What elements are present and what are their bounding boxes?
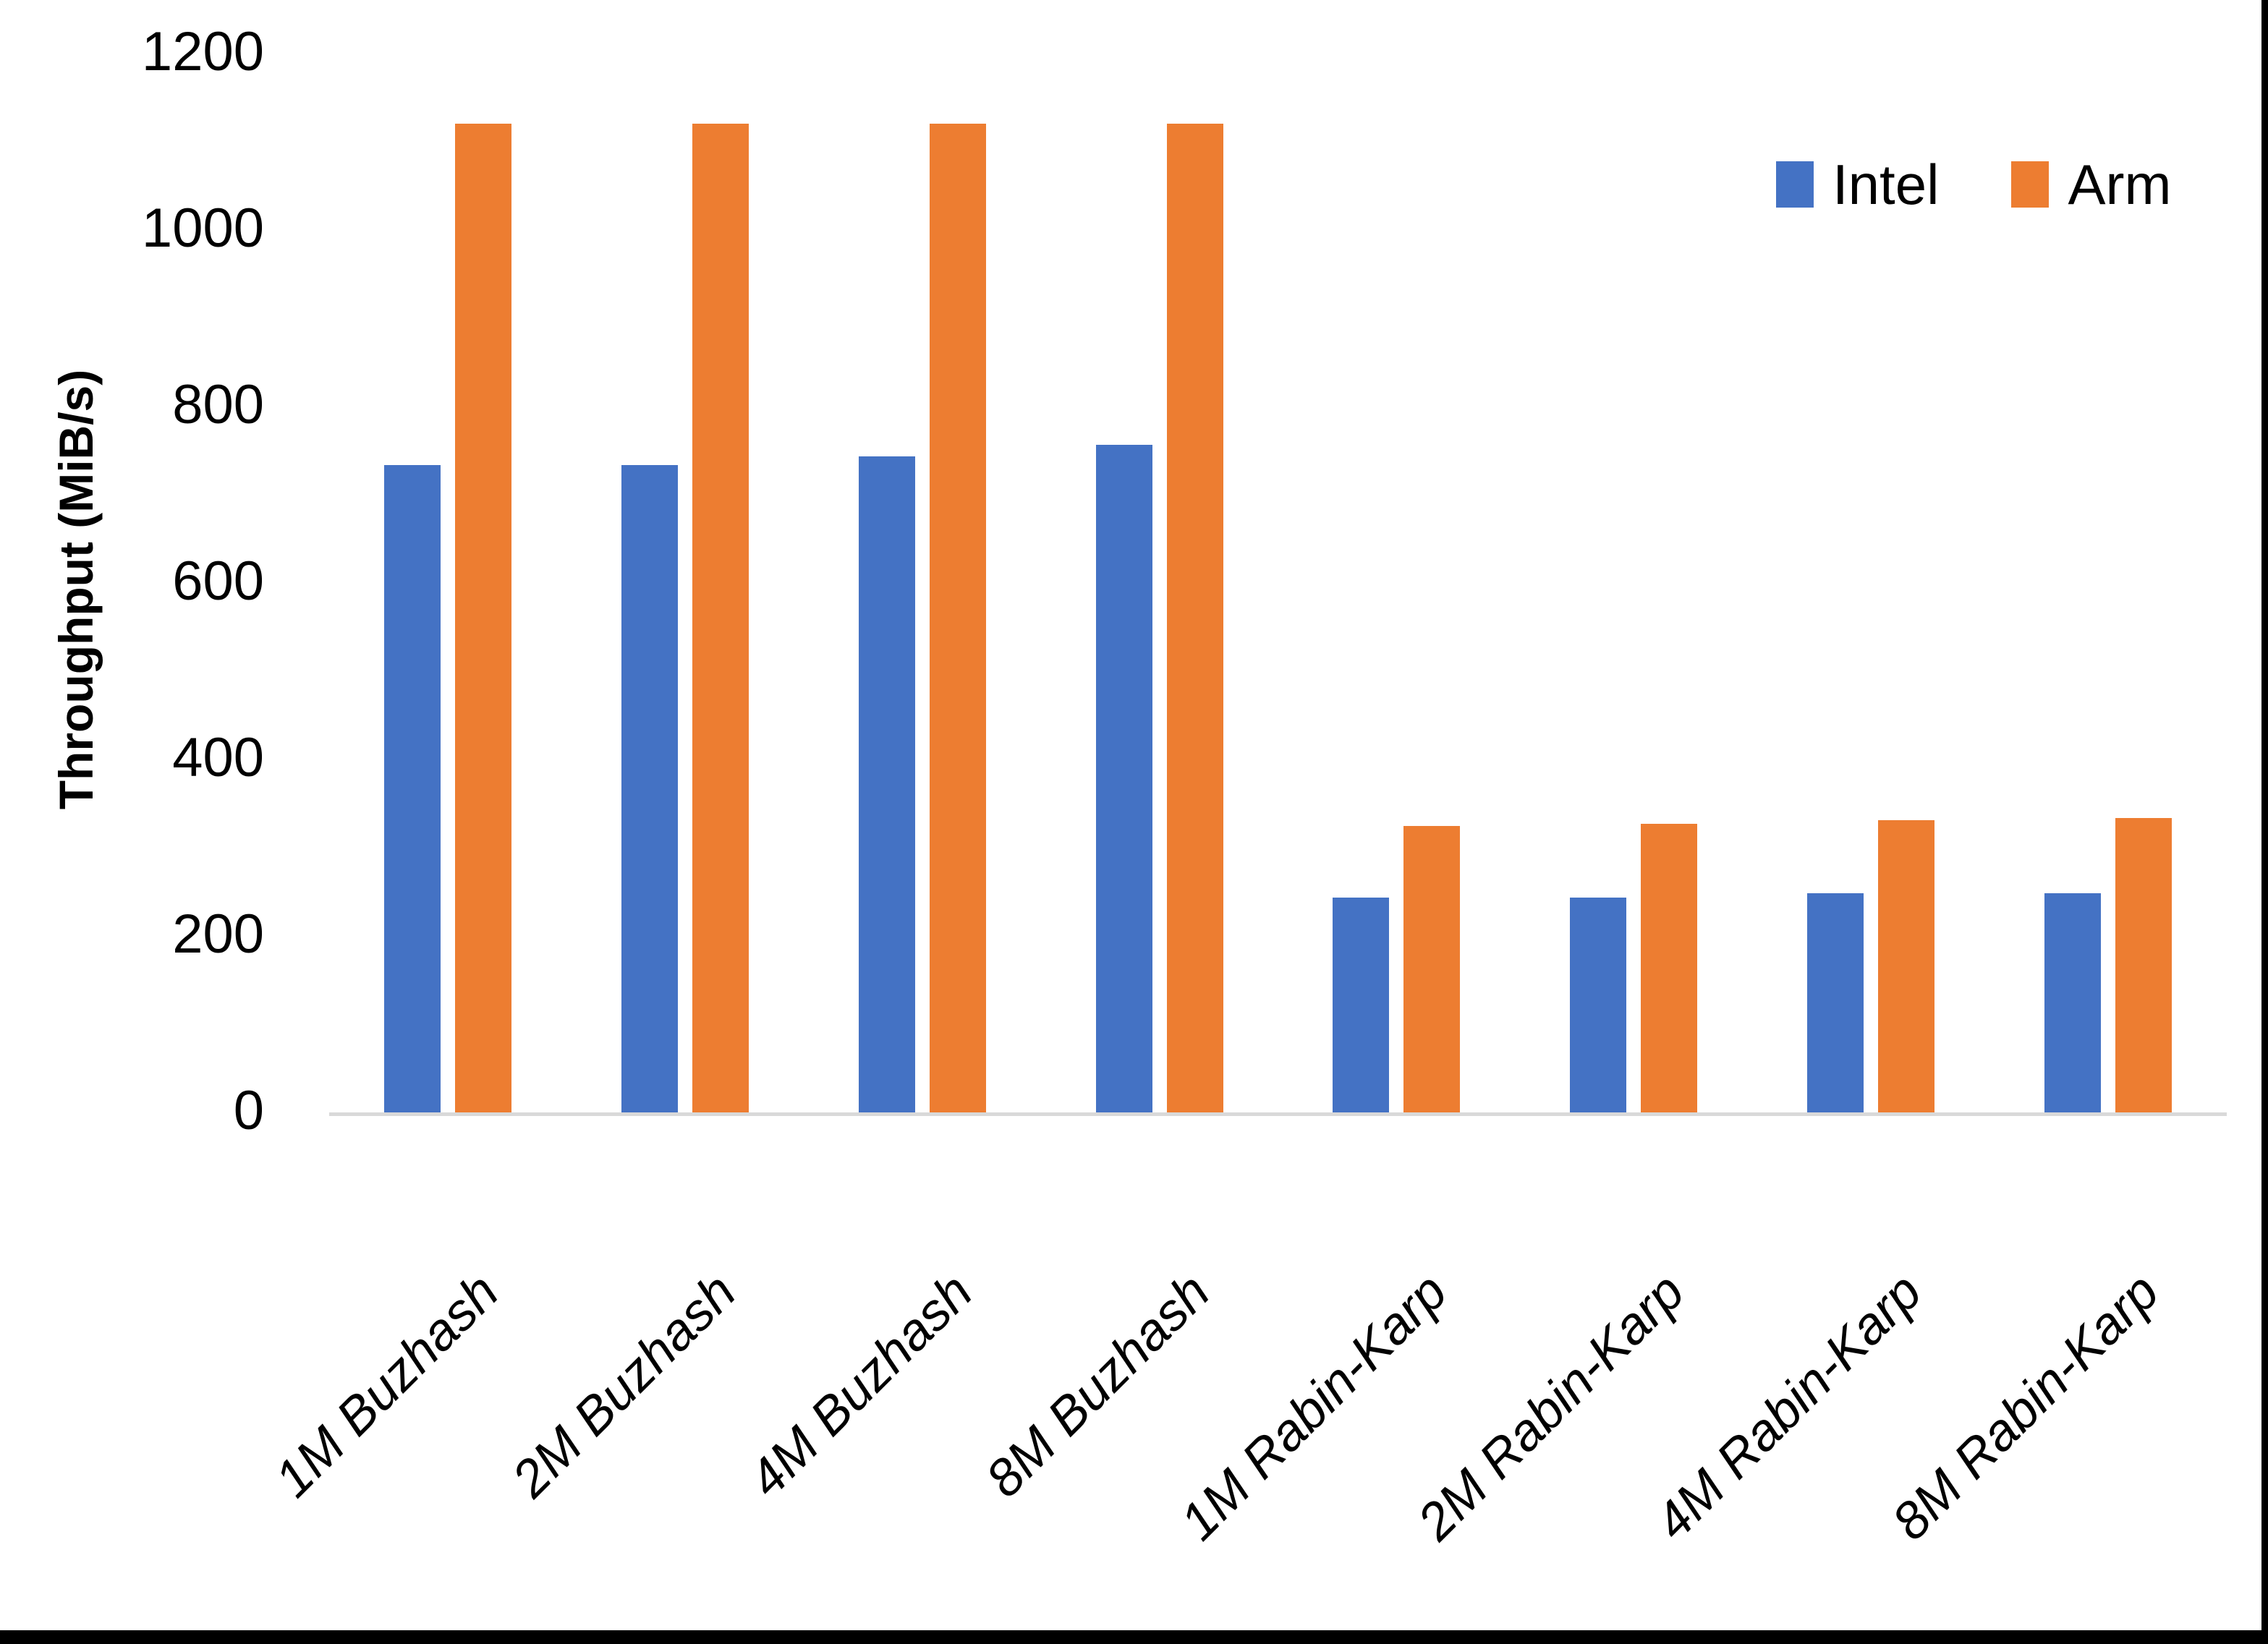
bar-intel-1 — [383, 465, 441, 1114]
x-axis-label: 8M Buzhash — [975, 1262, 1221, 1509]
legend-swatch-arm — [2011, 161, 2050, 208]
bottom-black-border — [0, 1630, 2268, 1644]
x-axis-label: 2M Buzhash — [501, 1262, 747, 1509]
legend-label: Arm — [2068, 153, 2172, 216]
bar-intel-5 — [1333, 898, 1390, 1114]
bar-arm-5 — [1403, 826, 1461, 1114]
bar-arm-3 — [929, 124, 986, 1114]
legend-item-intel: Intel — [1776, 153, 1939, 216]
y-tick-label: 1000 — [141, 197, 264, 260]
bar-intel-6 — [1570, 898, 1627, 1114]
bar-intel-2 — [621, 465, 678, 1114]
y-tick-label: 1200 — [141, 21, 264, 83]
bar-arm-6 — [1641, 823, 1698, 1114]
bar-arm-7 — [1878, 819, 1935, 1114]
bar-arm-2 — [692, 124, 749, 1114]
bar-intel-3 — [858, 456, 915, 1114]
bar-intel-4 — [1095, 445, 1152, 1114]
bar-arm-4 — [1166, 124, 1223, 1114]
bar-arm-8 — [2115, 818, 2173, 1114]
bar-arm-1 — [454, 124, 511, 1114]
y-tick-label: 800 — [172, 374, 264, 436]
legend-label: Intel — [1832, 153, 1940, 216]
bar-intel-8 — [2044, 893, 2102, 1114]
legend-swatch-intel — [1776, 161, 1814, 208]
legend: Intel Arm — [1776, 153, 2171, 216]
bar-intel-7 — [1807, 893, 1864, 1114]
legend-item-arm: Arm — [2011, 153, 2171, 216]
x-axis-label: 1M Buzhash — [263, 1262, 510, 1509]
y-tick-label: 400 — [172, 727, 264, 789]
y-tick-label: 0 — [233, 1080, 264, 1142]
x-axis-label: 4M Buzhash — [738, 1262, 984, 1509]
y-tick-label: 200 — [172, 903, 264, 966]
x-axis-line — [329, 1112, 2227, 1116]
y-tick-label: 600 — [172, 550, 264, 613]
right-black-border — [2261, 0, 2268, 1644]
